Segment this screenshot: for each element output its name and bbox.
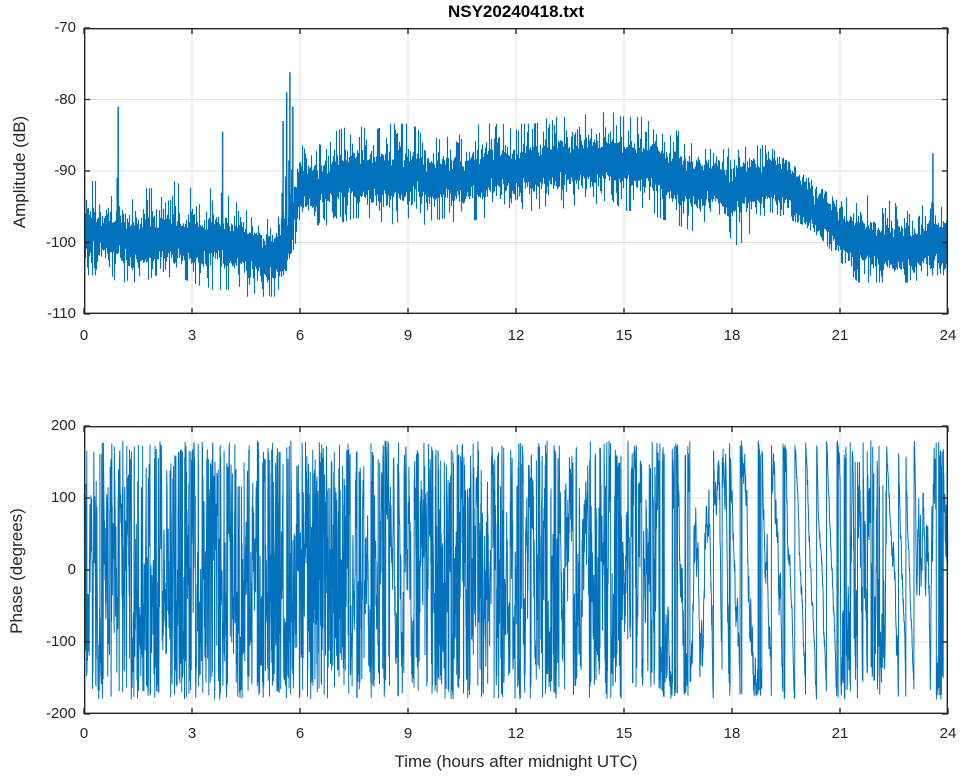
phase-x-tick-label: 18: [723, 725, 741, 742]
amplitude-spikes: [116, 72, 934, 252]
phase-y-tick-label: 100: [50, 489, 76, 506]
amplitude-y-tick-label: -90: [54, 162, 76, 179]
phase-x-tick-label: 6: [295, 725, 305, 742]
amplitude-y-tick-label: -100: [45, 233, 76, 251]
gridlines: [84, 426, 948, 714]
phase-y-tick-label: 200: [50, 417, 76, 434]
amplitude-x-tick-label: 3: [187, 327, 197, 344]
phase-series: [83, 440, 949, 700]
phase-chart: [83, 425, 949, 715]
axis-box-and-ticks: [83, 425, 949, 715]
x-axis-label: Time (hours after midnight UTC): [394, 752, 638, 771]
phase-x-tick-label: 15: [615, 725, 633, 742]
amplitude-y-tick-label: -70: [54, 19, 76, 36]
phase-y-tick-label: -100: [45, 633, 76, 650]
phase-x-tick-label: 3: [187, 725, 197, 742]
amplitude-x-tick-label: 15: [615, 327, 633, 344]
amplitude-x-tick-label: 9: [403, 327, 413, 344]
amplitude-x-tick-label: 12: [507, 327, 525, 344]
phase-x-tick-label: 9: [403, 725, 413, 742]
phase-x-tick-label: 12: [507, 725, 525, 742]
amplitude-chart: [83, 27, 949, 315]
phase-y-tick-label: -200: [45, 705, 76, 722]
phase-x-tick-label: 24: [939, 725, 957, 742]
amplitude-x-tick-label: 6: [295, 327, 305, 344]
amplitude-x-tick-label: 24: [939, 327, 957, 344]
amplitude-x-tick-label: 0: [79, 327, 89, 344]
phase-x-tick-label: 21: [831, 725, 849, 742]
amplitude-y-tick-label: -80: [54, 90, 76, 108]
chart-title: NSY20240418.txt: [447, 2, 585, 21]
amplitude-x-tick-label: 18: [723, 327, 741, 344]
amplitude-x-tick-label: 21: [831, 327, 849, 344]
phase-x-tick-label: 0: [79, 725, 89, 742]
phase-y-tick-label: 0: [67, 561, 76, 578]
amplitude-y-tick-label: -110: [47, 305, 76, 322]
axis-box-and-ticks: [83, 27, 949, 315]
